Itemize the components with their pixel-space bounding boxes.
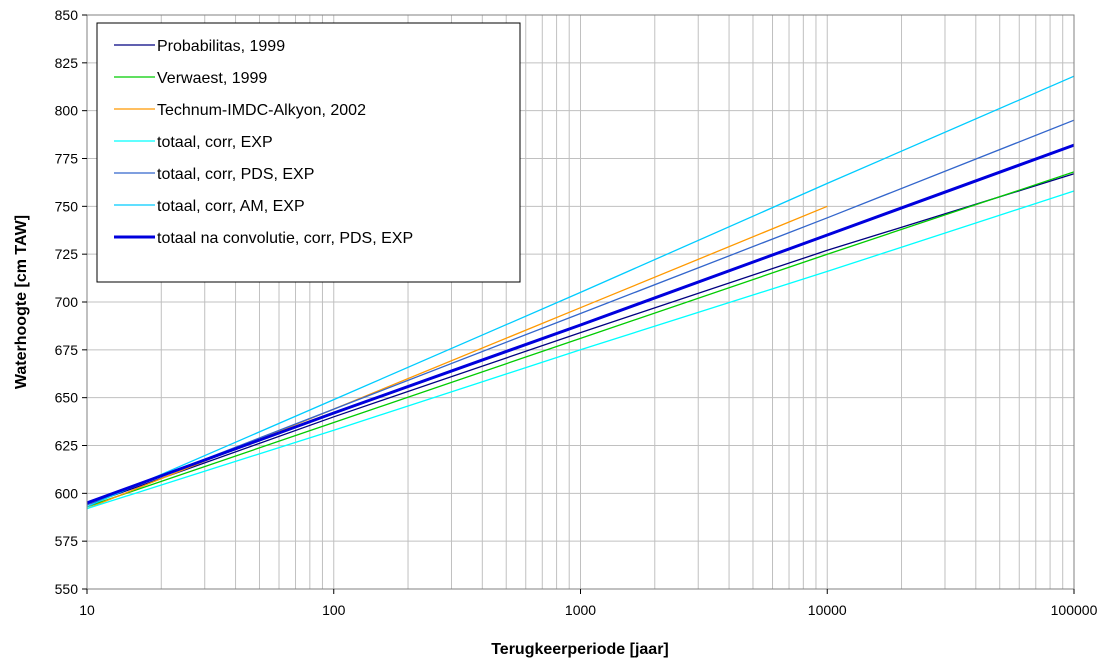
x-tick-label: 100	[322, 602, 346, 618]
series-line-5	[86, 119, 1075, 506]
legend-label: totaal, corr, PDS, EXP	[157, 166, 314, 183]
y-axis-ticks: 550 575 600 625 650 675 700 725 750 775 800 825 850	[55, 7, 87, 597]
series-line-4	[86, 190, 1075, 510]
y-tick-label: 700	[55, 294, 79, 310]
y-tick-label: 775	[55, 151, 79, 167]
legend-label: totaal, corr, AM, EXP	[157, 198, 305, 215]
series-line-7	[86, 143, 1075, 505]
y-tick-label: 675	[55, 342, 79, 358]
y-tick-label: 850	[55, 7, 79, 23]
y-tick-label: 750	[55, 198, 79, 214]
x-tick-label: 10000	[808, 602, 847, 618]
x-axis-ticks: 10 100 1000 10000 100000	[79, 589, 1098, 618]
y-tick-label: 625	[55, 438, 79, 454]
series-line-6	[86, 75, 1075, 508]
legend: Probabilitas, 1999 Verwaest, 1999 Technum-…	[96, 22, 521, 283]
legend-label: Verwaest, 1999	[157, 70, 267, 87]
series-lines	[86, 75, 1075, 510]
legend-label: Probabilitas, 1999	[157, 38, 285, 55]
series-line-1	[86, 173, 1075, 506]
legend-label: totaal na convolutie, corr, PDS, EXP	[157, 230, 413, 247]
legend-label: totaal, corr, EXP	[157, 134, 273, 151]
x-tick-label: 100000	[1051, 602, 1098, 618]
x-tick-label: 10	[79, 602, 95, 618]
y-tick-label: 575	[55, 533, 79, 549]
y-tick-label: 725	[55, 246, 79, 262]
y-tick-label: 650	[55, 390, 79, 406]
legend-label: Technum-IMDC-Alkyon, 2002	[157, 102, 366, 119]
y-tick-label: 800	[55, 103, 79, 119]
x-axis-title: Terugkeerperiode [jaar]	[491, 641, 669, 658]
y-tick-label: 550	[55, 581, 79, 597]
y-axis-title: Waterhoogte [cm TAW]	[13, 215, 30, 389]
y-tick-label: 600	[55, 485, 79, 501]
legend-box	[96, 22, 521, 283]
x-tick-label: 1000	[565, 602, 596, 618]
series-line-2	[86, 171, 1075, 508]
y-tick-label: 825	[55, 55, 79, 71]
